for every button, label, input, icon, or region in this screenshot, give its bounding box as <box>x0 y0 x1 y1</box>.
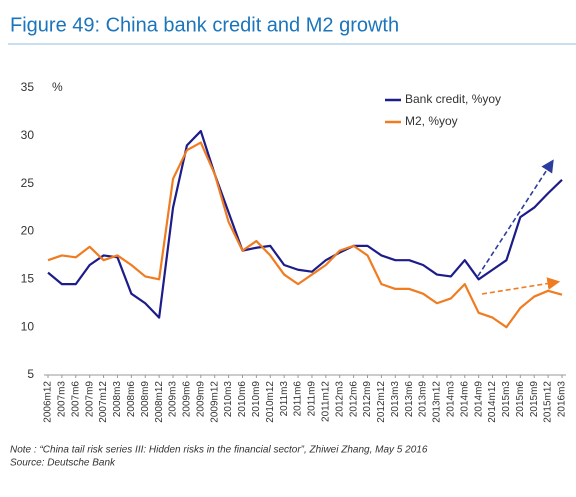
x-tick-label: 2009m6 <box>182 381 193 418</box>
source: Source: Deutsche Bank <box>10 458 116 469</box>
chart-title: Figure 49: China bank credit and M2 grow… <box>10 14 399 36</box>
x-tick-label: 2015m12 <box>543 381 554 423</box>
x-tick-label: 2007m9 <box>84 381 95 418</box>
y-tick-label: 15 <box>21 272 35 286</box>
x-tick-label: 2011m9 <box>307 381 318 417</box>
x-tick-label: 2009m3 <box>168 381 179 418</box>
x-tick-label: 2015m6 <box>515 381 526 418</box>
y-tick-label: 30 <box>21 128 35 142</box>
x-tick-label: 2013m6 <box>404 381 415 418</box>
y-tick-label: 20 <box>21 224 35 238</box>
x-tick-label: 2012m9 <box>362 381 373 418</box>
x-tick-label: 2010m12 <box>265 381 276 423</box>
x-tick-label: 2012m12 <box>376 381 387 423</box>
x-tick-label: 2011m3 <box>279 381 290 417</box>
legend-label: M2, %yoy <box>405 114 458 128</box>
x-tick-label: 2012m6 <box>348 381 359 418</box>
x-tick-label: 2013m3 <box>390 381 401 418</box>
x-tick-label: 2014m6 <box>459 381 470 418</box>
x-tick-label: 2013m9 <box>418 381 429 418</box>
x-tick-label: 2014m9 <box>473 381 484 418</box>
x-tick-label: 2008m6 <box>126 381 137 418</box>
x-tick-label: 2012m3 <box>334 381 345 418</box>
x-tick-label: 2010m3 <box>223 381 234 418</box>
x-tick-label: 2015m3 <box>501 381 512 418</box>
x-tick-label: 2016m3 <box>557 381 568 418</box>
legend-label: Bank credit, %yoy <box>405 92 501 106</box>
note: Note : “China tail risk series III: Hidd… <box>10 445 428 456</box>
x-tick-label: 2010m9 <box>251 381 262 418</box>
x-tick-label: 2008m3 <box>112 381 123 418</box>
y-tick-label: 5 <box>27 367 34 381</box>
trend-arrow <box>481 277 561 295</box>
x-tick-label: 2007m3 <box>57 381 68 418</box>
x-tick-label: 2014m3 <box>446 381 457 418</box>
x-tick-label: 2008m12 <box>154 381 165 423</box>
x-tick-label: 2010m6 <box>237 381 248 418</box>
x-tick-label: 2011m12 <box>320 381 331 422</box>
series-line <box>47 129 563 319</box>
y-tick-label: 25 <box>21 176 35 190</box>
x-tick-label: 2013m12 <box>432 381 443 423</box>
x-tick-label: 2015m9 <box>529 381 540 418</box>
x-tick-label: 2009m9 <box>195 381 206 418</box>
x-tick-label: 2014m12 <box>487 381 498 423</box>
x-tick-label: 2011m6 <box>293 381 304 417</box>
x-tick-label: 2008m9 <box>140 381 151 418</box>
x-tick-label: 2009m12 <box>209 381 220 423</box>
x-tick-label: 2006m12 <box>43 381 54 423</box>
x-tick-label: 2007m6 <box>70 381 81 418</box>
series-line <box>47 141 563 329</box>
x-tick-label: 2007m12 <box>98 381 109 423</box>
trend-arrow <box>477 159 554 277</box>
y-unit: % <box>52 80 63 94</box>
y-tick-label: 35 <box>21 80 35 94</box>
y-tick-label: 10 <box>21 319 35 333</box>
